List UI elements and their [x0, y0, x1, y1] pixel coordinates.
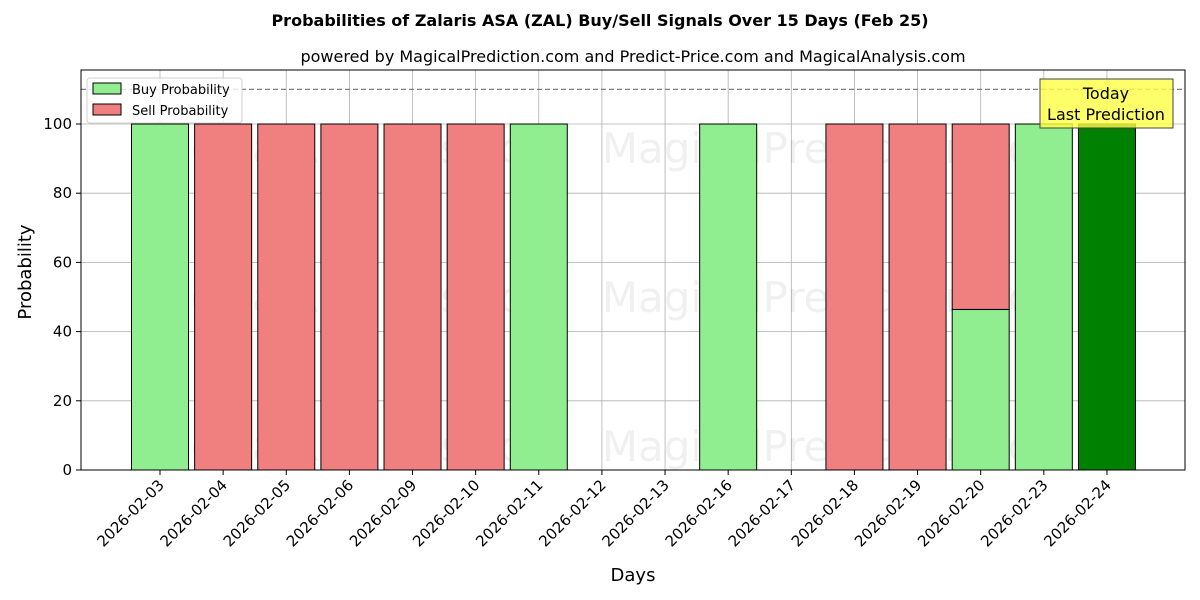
x-tick-label: 2026-02-18: [788, 476, 862, 550]
today-annotation: Today Last Prediction: [1039, 78, 1174, 129]
x-tick-label: 2026-02-04: [157, 476, 231, 550]
x-tick-label: 2026-02-13: [598, 476, 672, 550]
x-tick-label: 2026-02-10: [409, 476, 483, 550]
legend-buy-label: Buy Probability: [132, 83, 230, 98]
y-tick-label: 100: [43, 115, 72, 133]
bar-buy-2026-02-23: [1014, 123, 1073, 471]
annotation-line-2: Last Prediction: [1047, 105, 1165, 124]
bar-sell-2026-02-20: [951, 123, 1010, 310]
x-tick-label: 2026-02-16: [662, 476, 736, 550]
annotation-box: [1039, 78, 1174, 129]
x-tick-label: 2026-02-19: [851, 476, 925, 550]
annotation-line-1: Today: [1082, 84, 1129, 103]
bar-sell-2026-02-19: [888, 123, 947, 471]
x-tick-label: 2026-02-11: [472, 476, 546, 550]
x-tick-label: 2026-02-06: [283, 476, 357, 550]
bar-sell-2026-02-05: [257, 123, 316, 471]
bar-buy-2026-02-20: [951, 308, 1010, 471]
bar-buy-2026-02-24: [1077, 123, 1136, 471]
x-tick-label: 2026-02-23: [977, 476, 1051, 550]
x-axis-label: Days: [611, 565, 656, 586]
y-tick-label: 0: [62, 461, 72, 479]
x-tick-label: 2026-02-17: [725, 476, 799, 550]
bar-sell-2026-02-09: [383, 123, 442, 471]
chart-subtitle: powered by MagicalPrediction.com and Pre…: [300, 47, 965, 66]
x-tick-label: 2026-02-24: [1040, 476, 1114, 550]
y-tick-label: 40: [53, 323, 72, 341]
bar-buy-2026-02-03: [131, 123, 189, 471]
bar-sell-2026-02-04: [194, 123, 253, 471]
bar-buy-2026-02-11: [509, 123, 568, 471]
bar-buy-2026-02-16: [699, 123, 758, 471]
y-tick-label: 20: [53, 392, 72, 410]
plot-frame: [80, 69, 1186, 471]
x-tick-label: 2026-02-03: [93, 476, 167, 550]
legend-box: [86, 77, 243, 124]
x-tick-label: 2026-02-09: [346, 476, 420, 550]
y-tick-label: 80: [53, 184, 72, 202]
y-tick-label: 60: [53, 253, 72, 271]
bars: [131, 123, 1136, 471]
x-tick-label: 2026-02-12: [535, 476, 609, 550]
bar-sell-2026-02-10: [446, 123, 505, 471]
bar-sell-2026-02-06: [320, 123, 379, 471]
x-tick-label: 2026-02-20: [914, 476, 988, 550]
y-axis-label: Probability: [15, 224, 36, 319]
chart-title: Probabilities of Zalaris ASA (ZAL) Buy/S…: [271, 11, 928, 30]
x-tick-label: 2026-02-05: [220, 476, 294, 550]
legend-buy-swatch: [92, 82, 122, 95]
bar-sell-2026-02-18: [825, 123, 884, 471]
legend: Buy Probability Sell Probability: [86, 77, 243, 124]
legend-sell-label: Sell Probability: [132, 104, 229, 119]
legend-sell-swatch: [92, 103, 122, 116]
